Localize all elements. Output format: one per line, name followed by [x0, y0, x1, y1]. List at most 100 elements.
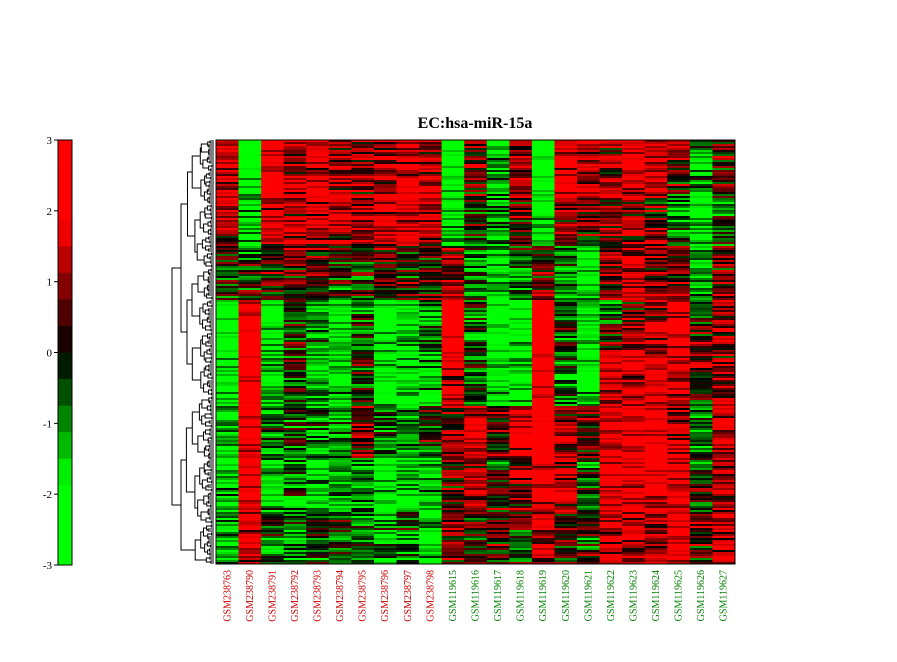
heatmap-cell — [396, 222, 420, 225]
heatmap-cell — [328, 556, 352, 559]
heatmap-cell — [351, 484, 375, 487]
heatmap-cell — [441, 538, 465, 541]
heatmap-cell — [509, 290, 533, 293]
heatmap-cell — [486, 250, 510, 253]
heatmap-cell — [599, 402, 623, 405]
heatmap-cell — [509, 404, 533, 407]
heatmap-cell — [486, 440, 510, 443]
heatmap-cell — [509, 296, 533, 299]
heatmap-cell — [689, 312, 713, 315]
heatmap-cell — [238, 270, 262, 273]
heatmap-cell — [622, 518, 646, 521]
heatmap-cell — [396, 528, 420, 531]
heatmap-cell — [351, 328, 375, 331]
heatmap-cell — [216, 478, 239, 481]
heatmap-cell — [689, 410, 713, 413]
heatmap-cell — [261, 470, 284, 473]
heatmap-cell — [531, 160, 555, 163]
heatmap-cell — [261, 292, 284, 295]
heatmap-cell — [622, 438, 646, 441]
heatmap-cell — [464, 358, 488, 361]
heatmap-cell — [238, 558, 262, 561]
heatmap-cell — [328, 152, 352, 155]
heatmap-cell — [667, 184, 691, 187]
heatmap-cell — [644, 254, 668, 257]
heatmap-cell — [373, 368, 397, 371]
heatmap-cell — [283, 462, 307, 465]
heatmap-cell — [554, 400, 578, 403]
heatmap-cell — [396, 360, 420, 363]
heatmap-cell — [328, 234, 352, 237]
heatmap-cell — [689, 510, 713, 513]
heatmap-cell — [531, 244, 555, 247]
heatmap-cell — [509, 232, 533, 235]
heatmap-cell — [216, 322, 239, 325]
heatmap-cell — [283, 518, 307, 521]
heatmap-cell — [328, 296, 352, 299]
heatmap-cell — [667, 428, 691, 431]
heatmap-cell — [531, 224, 555, 227]
heatmap-cell — [261, 474, 284, 477]
heatmap-cell — [464, 392, 488, 395]
heatmap-cell — [712, 326, 736, 329]
heatmap-cell — [464, 518, 488, 521]
heatmap-cell — [554, 344, 578, 347]
heatmap-cell — [644, 328, 668, 331]
heatmap-cell — [554, 514, 578, 517]
heatmap-cell — [419, 306, 442, 309]
heatmap-cell — [577, 442, 600, 445]
heatmap-cell — [351, 544, 375, 547]
heatmap-cell — [689, 226, 713, 229]
heatmap-cell — [328, 328, 352, 331]
heatmap-cell — [689, 288, 713, 291]
heatmap-cell — [261, 150, 284, 153]
heatmap-cell — [283, 168, 307, 171]
heatmap-cell — [644, 172, 668, 175]
heatmap-cell — [328, 544, 352, 547]
heatmap-cell — [396, 462, 420, 465]
heatmap-cell — [464, 308, 488, 311]
heatmap-cell — [419, 356, 442, 359]
heatmap-cell — [622, 346, 646, 349]
heatmap-cell — [689, 436, 713, 439]
heatmap-cell — [622, 252, 646, 255]
heatmap-cell — [689, 366, 713, 369]
heatmap-cell — [667, 462, 691, 465]
heatmap-cell — [351, 168, 375, 171]
heatmap-cell — [351, 222, 375, 225]
heatmap-cell — [622, 248, 646, 251]
heatmap-cell — [351, 282, 375, 285]
heatmap-cell — [554, 528, 578, 531]
heatmap-cell — [441, 390, 465, 393]
heatmap-cell — [328, 414, 352, 417]
heatmap-cell — [441, 532, 465, 535]
heatmap-cell — [373, 542, 397, 545]
heatmap-cell — [328, 182, 352, 185]
heatmap-cell — [712, 416, 736, 419]
heatmap-cell — [554, 248, 578, 251]
heatmap-cell — [283, 478, 307, 481]
heatmap-cell — [509, 200, 533, 203]
column-label: GSM238794 — [335, 570, 346, 622]
heatmap-cell — [531, 500, 555, 503]
heatmap-cell — [419, 396, 442, 399]
heatmap-cell — [373, 532, 397, 535]
heatmap-cell — [283, 340, 307, 343]
heatmap-cell — [328, 466, 352, 469]
heatmap-cell — [306, 146, 330, 149]
heatmap-cell — [396, 264, 420, 267]
heatmap-cell — [441, 498, 465, 501]
heatmap-cell — [531, 384, 555, 387]
heatmap-cell — [306, 486, 330, 489]
heatmap-cell — [261, 176, 284, 179]
heatmap-cell — [373, 430, 397, 433]
heatmap-cell — [531, 264, 555, 267]
heatmap-cell — [509, 452, 533, 455]
heatmap-cell — [261, 184, 284, 187]
heatmap-cell — [531, 556, 555, 559]
heatmap-cell — [441, 380, 465, 383]
heatmap-cell — [644, 406, 668, 409]
heatmap-cell — [261, 332, 284, 335]
heatmap-cell — [667, 520, 691, 523]
heatmap-cell — [306, 484, 330, 487]
